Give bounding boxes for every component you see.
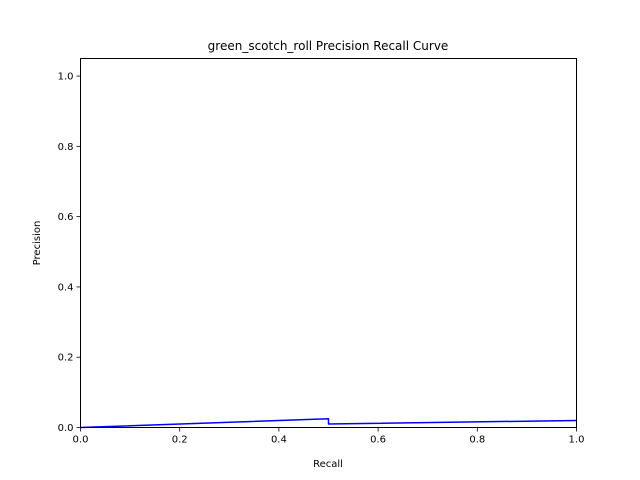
x-tick-label: 0.4 xyxy=(271,435,287,446)
x-tick-label: 0.8 xyxy=(469,435,485,446)
y-tick-label: 0.8 xyxy=(58,142,74,153)
x-tick-label: 0.6 xyxy=(370,435,386,446)
x-axis: 0.0 0.2 0.4 0.6 0.8 1.0 xyxy=(73,427,585,446)
y-tick-label: 0.4 xyxy=(58,282,74,293)
y-tick-label: 0.2 xyxy=(58,353,74,364)
pr-curve-line xyxy=(80,417,577,429)
plot-frame xyxy=(80,58,577,428)
y-axis: 0.0 0.2 0.4 0.6 0.8 1.0 xyxy=(58,72,81,434)
y-axis-label: Precision xyxy=(32,221,43,266)
y-tick-label: 1.0 xyxy=(58,72,74,83)
x-tick-label: 0.2 xyxy=(172,435,188,446)
x-tick-label: 1.0 xyxy=(569,435,585,446)
y-tick-label: 0.6 xyxy=(58,212,74,223)
y-tick-label: 0.0 xyxy=(58,423,74,434)
plot-area xyxy=(80,417,577,429)
x-axis-label: Recall xyxy=(313,459,343,470)
x-tick-label: 0.0 xyxy=(73,435,89,446)
chart-title: green_scotch_roll Precision Recall Curve xyxy=(208,39,449,53)
